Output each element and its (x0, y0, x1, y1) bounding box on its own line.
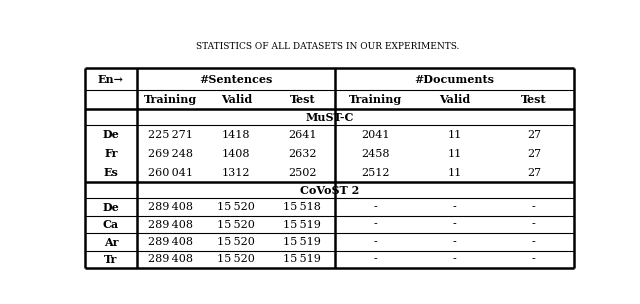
Text: De: De (102, 202, 120, 212)
Text: 27: 27 (527, 168, 541, 178)
Text: 289 408: 289 408 (148, 237, 193, 247)
Text: 15 520: 15 520 (218, 237, 255, 247)
Text: -: - (532, 237, 536, 247)
Text: 15 518: 15 518 (284, 202, 321, 212)
Text: MuST-C: MuST-C (305, 112, 353, 123)
Text: Ca: Ca (103, 219, 119, 230)
Text: Ar: Ar (104, 237, 118, 247)
Text: 11: 11 (447, 130, 461, 140)
Text: 2041: 2041 (361, 130, 389, 140)
Text: -: - (452, 254, 456, 264)
Text: 260 041: 260 041 (148, 168, 193, 178)
Text: -: - (452, 237, 456, 247)
Text: 2458: 2458 (361, 149, 389, 159)
Text: -: - (373, 237, 377, 247)
Text: 11: 11 (447, 149, 461, 159)
Text: Test: Test (521, 94, 547, 105)
Text: 289 408: 289 408 (148, 254, 193, 264)
Text: -: - (452, 202, 456, 212)
Text: -: - (373, 202, 377, 212)
Text: 11: 11 (447, 168, 461, 178)
Text: 27: 27 (527, 149, 541, 159)
Text: 15 520: 15 520 (218, 219, 255, 230)
Text: #Sentences: #Sentences (200, 74, 273, 85)
Text: 15 520: 15 520 (218, 254, 255, 264)
Text: Es: Es (104, 168, 118, 178)
Text: 27: 27 (527, 130, 541, 140)
Text: Valid: Valid (221, 94, 252, 105)
Text: -: - (532, 202, 536, 212)
Text: -: - (452, 219, 456, 230)
Text: Valid: Valid (439, 94, 470, 105)
Text: Fr: Fr (104, 148, 118, 159)
Text: 289 408: 289 408 (148, 202, 193, 212)
Text: En→: En→ (98, 74, 124, 85)
Text: -: - (373, 254, 377, 264)
Text: 2502: 2502 (288, 168, 317, 178)
Text: 15 519: 15 519 (284, 237, 321, 247)
Text: Tr: Tr (104, 254, 118, 265)
Text: -: - (373, 219, 377, 230)
Text: 1408: 1408 (222, 149, 250, 159)
Text: 15 519: 15 519 (284, 219, 321, 230)
Text: #Documents: #Documents (415, 74, 495, 85)
Text: 269 248: 269 248 (148, 149, 193, 159)
Text: 15 520: 15 520 (218, 202, 255, 212)
Text: 289 408: 289 408 (148, 219, 193, 230)
Text: 2641: 2641 (288, 130, 317, 140)
Text: Training: Training (349, 94, 402, 105)
Text: 15 519: 15 519 (284, 254, 321, 264)
Text: -: - (532, 219, 536, 230)
Text: CoVoST 2: CoVoST 2 (300, 185, 359, 196)
Text: STATISTICS OF ALL DATASETS IN OUR EXPERIMENTS.: STATISTICS OF ALL DATASETS IN OUR EXPERI… (196, 42, 460, 51)
Text: 1418: 1418 (222, 130, 250, 140)
Text: Training: Training (143, 94, 196, 105)
Text: 1312: 1312 (222, 168, 250, 178)
Text: 2512: 2512 (361, 168, 389, 178)
Text: 2632: 2632 (288, 149, 317, 159)
Text: Test: Test (289, 94, 315, 105)
Text: 225 271: 225 271 (148, 130, 193, 140)
Text: De: De (102, 129, 120, 140)
Text: -: - (532, 254, 536, 264)
